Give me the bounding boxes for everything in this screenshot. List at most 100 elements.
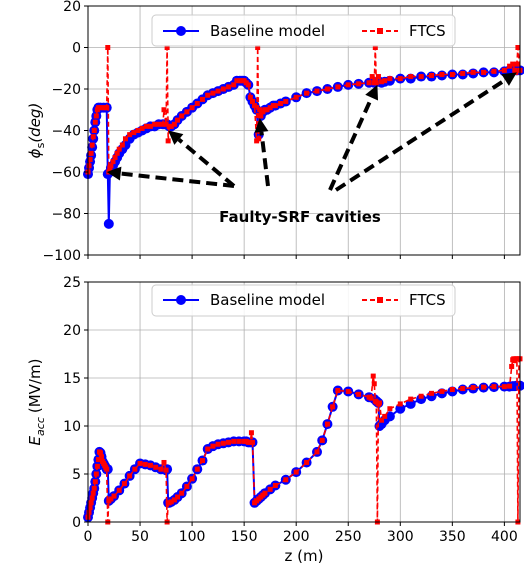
phase-ftcs-point: [122, 136, 128, 142]
field-ftcs-point: [200, 458, 206, 464]
phase-ftcs-point: [397, 76, 403, 82]
phase-ftcs-point: [105, 45, 111, 50]
phase-ftcs-point: [460, 70, 466, 76]
annotation-arrow-shaft: [177, 137, 236, 188]
field-y-axis-symbol: E: [26, 435, 44, 445]
field-y-tick-label: 20: [63, 323, 81, 339]
field-ftcs-point: [371, 381, 377, 387]
phase-ftcs-point: [97, 105, 103, 111]
phase-ftcs-point: [514, 61, 520, 67]
phase-legend-box: [151, 14, 456, 47]
phase-ftcs-point: [335, 84, 341, 90]
field-ftcs-point: [470, 385, 476, 391]
field-ftcs-point: [205, 446, 211, 452]
field-ftcs-point: [220, 440, 226, 446]
phase-ftcs-point: [147, 123, 153, 129]
phase-ftcs-point: [90, 134, 96, 140]
phase-ftcs-point: [189, 105, 195, 111]
phase-legend-ftcs-label: FTCS: [409, 22, 446, 40]
field-x-tick-label: 100: [179, 529, 206, 545]
field-ftcs-point: [330, 404, 336, 410]
phase-ftcs-point: [110, 159, 116, 165]
phase-y-tick-label: −40: [51, 124, 81, 140]
phase-ftcs-point: [135, 128, 141, 133]
phase-ftcs-point: [131, 130, 137, 136]
field-ftcs-point: [121, 481, 127, 487]
field-ftcs-point: [104, 466, 110, 472]
phase-y-tick-label: −80: [51, 207, 81, 223]
field-y-axis-label: Eacc (MV/m): [26, 359, 47, 446]
field-ftcs-point: [501, 384, 507, 390]
field-ftcs-point: [368, 395, 374, 401]
phase-ftcs-point: [165, 138, 171, 144]
phase-ftcs-point: [278, 101, 284, 107]
field-ftcs-point: [92, 479, 98, 485]
field-ftcs-point: [127, 473, 133, 479]
phase-ftcs-point: [205, 92, 211, 98]
phase-ftcs-point: [139, 125, 145, 131]
field-ftcs-point: [163, 467, 169, 473]
phase-ftcs-point: [258, 113, 264, 119]
field-ftcs-point: [161, 459, 167, 465]
phase-ftcs-point: [160, 121, 166, 127]
field-ftcs-point: [168, 499, 174, 505]
phase-panel: 20 0 −20 −40 −60 −80 −100 ϕs(deg) Baseline mod…: [26, 0, 524, 264]
field-ftcs-point: [370, 373, 376, 379]
field-ftcs-point: [171, 497, 177, 503]
field-x-tick-label: 350: [439, 529, 466, 545]
field-ftcs-point: [175, 494, 181, 500]
phase-ftcs-point: [356, 81, 362, 87]
phase-ftcs-point: [194, 101, 200, 107]
field-ftcs-point: [491, 384, 497, 390]
field-ftcs-point: [90, 490, 96, 496]
phase-ftcs-point: [108, 163, 114, 169]
phase-ftcs-point: [168, 123, 174, 129]
field-ftcs-point: [345, 388, 351, 394]
phase-ftcs-point: [127, 132, 133, 138]
phase-ftcs-point: [152, 121, 158, 127]
field-series-group: [83, 356, 524, 525]
phase-ftcs-point: [264, 107, 270, 113]
phase-ftcs-point: [387, 76, 393, 82]
phase-ftcs-point: [283, 98, 289, 104]
field-legend-baseline-label: Baseline model: [210, 291, 325, 309]
field-ftcs-point: [132, 466, 138, 472]
phase-y-axis-unit: (deg): [26, 103, 44, 143]
field-ftcs-point: [153, 464, 159, 470]
field-ftcs-point: [418, 393, 424, 399]
phase-ftcs-point: [372, 45, 378, 50]
phase-ftcs-point: [200, 96, 206, 102]
phase-y-tick-label: 20: [63, 0, 81, 15]
field-ftcs-point: [137, 460, 143, 466]
phase-ftcs-point: [179, 113, 185, 119]
field-ftcs-point: [111, 493, 117, 499]
phase-ftcs-point: [220, 86, 226, 92]
phase-ftcs-point: [234, 78, 240, 84]
phase-ftcs-point: [255, 45, 261, 50]
field-ftcs-point: [509, 363, 515, 369]
phase-ftcs-point: [184, 109, 190, 115]
field-ftcs-point: [356, 391, 362, 397]
phase-ftcs-point: [515, 45, 521, 50]
phase-y-tick-label: −60: [51, 165, 81, 181]
annotation-arrow-shaft: [334, 78, 507, 192]
annotation-arrow-head: [168, 130, 184, 145]
annotation-text: Faulty-SRF cavities: [219, 208, 381, 226]
field-legend-box: [151, 284, 456, 317]
phase-ftcs-point: [88, 150, 94, 156]
field-legend-baseline-marker: [176, 295, 186, 305]
phase-ftcs-point: [513, 69, 519, 75]
field-ftcs-point: [231, 438, 237, 444]
field-x-tick-label: 250: [335, 529, 362, 545]
field-ftcs-point: [116, 487, 122, 493]
phase-ftcs-point: [171, 121, 177, 127]
phase-baseline-point: [103, 218, 114, 229]
field-ftcs-point: [439, 388, 445, 394]
phase-ftcs-point: [470, 69, 476, 75]
field-x-tick-label: 300: [387, 529, 414, 545]
annotation-arrow-head: [254, 118, 269, 133]
field-x-tick-label: 0: [84, 529, 93, 545]
field-ftcs-point: [86, 509, 92, 515]
field-ftcs-point: [194, 466, 200, 472]
field-baseline-line: [87, 384, 520, 518]
